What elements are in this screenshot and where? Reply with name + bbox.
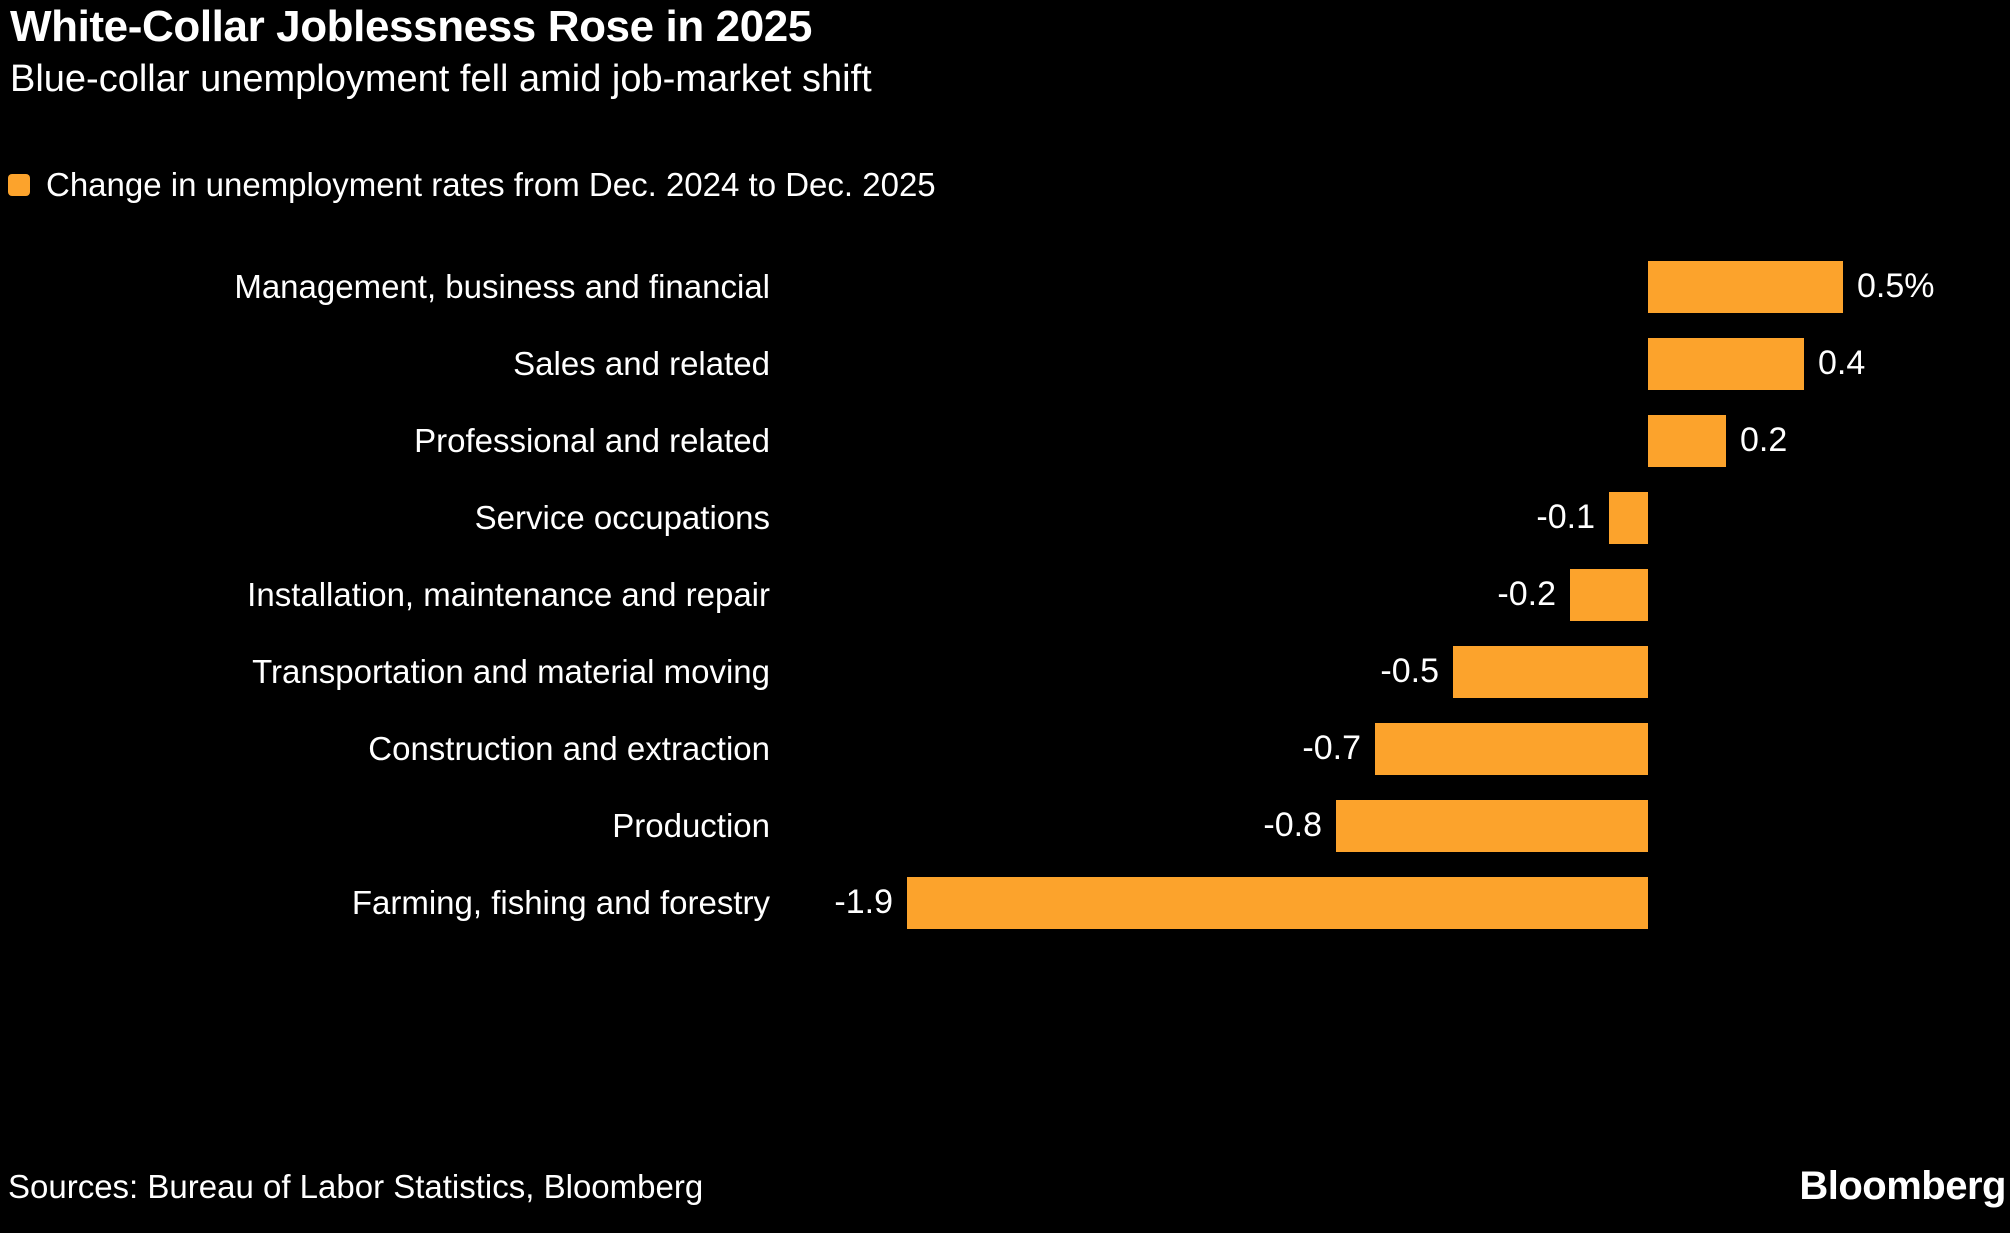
sources-note: Sources: Bureau of Labor Statistics, Blo… bbox=[8, 1168, 704, 1205]
bar-value-label: -0.7 bbox=[1302, 729, 1361, 767]
bar-value-label: 0.5% bbox=[1857, 267, 1935, 305]
bar-value-label: -0.8 bbox=[1263, 806, 1322, 844]
bar-value-label: -0.1 bbox=[1536, 498, 1595, 536]
bar bbox=[1648, 261, 1843, 313]
bar-row: Installation, maintenance and repair -0.2 bbox=[0, 556, 2010, 633]
category-label: Service occupations bbox=[474, 499, 770, 536]
bar bbox=[1648, 338, 1804, 390]
bar-value-label: -1.9 bbox=[834, 883, 893, 921]
orange-square-swatch-icon bbox=[8, 173, 30, 196]
category-label: Management, business and financial bbox=[234, 268, 770, 305]
legend-item-label: Change in unemployment rates from Dec. 2… bbox=[46, 166, 936, 203]
bar bbox=[907, 877, 1648, 929]
bar-value-label: 0.4 bbox=[1818, 344, 1866, 382]
bar-value-label: -0.2 bbox=[1497, 575, 1556, 613]
category-label: Professional and related bbox=[414, 422, 770, 459]
category-label: Production bbox=[612, 807, 770, 844]
bar bbox=[1336, 800, 1648, 852]
bar bbox=[1648, 415, 1726, 467]
bar-row: Transportation and material moving -0.5 bbox=[0, 633, 2010, 710]
bar bbox=[1375, 723, 1648, 775]
chart-header: White-Collar Joblessness Rose in 2025 Bl… bbox=[10, 0, 2000, 104]
page-subtitle: Blue-collar unemployment fell amid job-m… bbox=[10, 58, 872, 100]
category-label: Transportation and material moving bbox=[252, 653, 770, 690]
category-label: Construction and extraction bbox=[368, 730, 770, 767]
bloomberg-logo: Bloomberg bbox=[1799, 1164, 2006, 1208]
bar-chart-plot-area: Management, business and financial 0.5% Sa… bbox=[0, 248, 2010, 1128]
bar-row: Management, business and financial 0.5% bbox=[0, 248, 2010, 325]
chart-legend: Change in unemployment rates from Dec. 2… bbox=[8, 168, 936, 201]
bar-row: Professional and related 0.2 bbox=[0, 402, 2010, 479]
bar-row: Sales and related 0.4 bbox=[0, 325, 2010, 402]
bar-row: Construction and extraction -0.7 bbox=[0, 710, 2010, 787]
page-title: White-Collar Joblessness Rose in 2025 bbox=[10, 2, 812, 51]
bar-row: Production -0.8 bbox=[0, 787, 2010, 864]
bar-row: Service occupations -0.1 bbox=[0, 479, 2010, 556]
bar bbox=[1609, 492, 1648, 544]
bar bbox=[1570, 569, 1648, 621]
bar bbox=[1453, 646, 1648, 698]
bar-value-label: -0.5 bbox=[1380, 652, 1439, 690]
bar-value-label: 0.2 bbox=[1740, 421, 1788, 459]
category-label: Farming, fishing and forestry bbox=[351, 884, 770, 921]
bar-row: Farming, fishing and forestry -1.9 bbox=[0, 864, 2010, 941]
category-label: Installation, maintenance and repair bbox=[247, 576, 770, 613]
category-label: Sales and related bbox=[513, 345, 770, 382]
chart-footer: Sources: Bureau of Labor Statistics, Blo… bbox=[0, 1155, 2010, 1233]
